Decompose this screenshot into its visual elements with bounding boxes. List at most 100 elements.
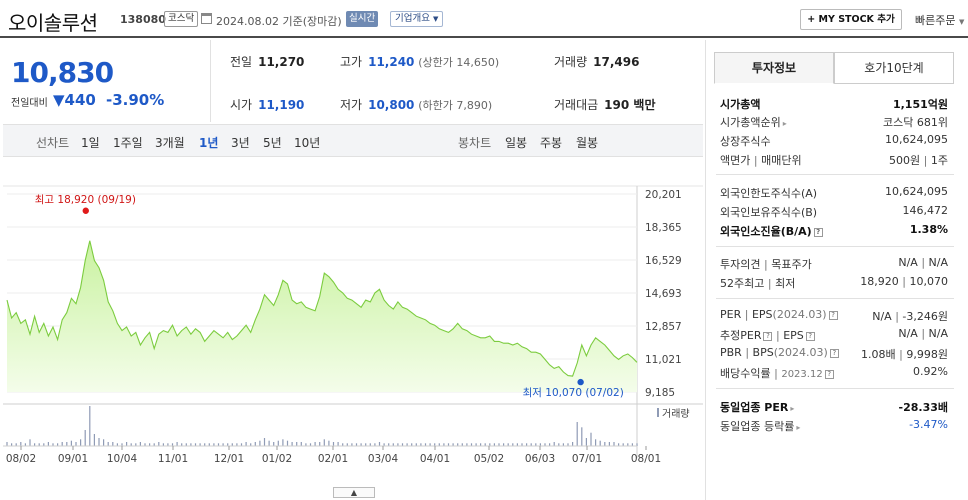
row-shares: 상장주식수 10,624,095: [720, 133, 948, 148]
period-10y[interactable]: 10년: [294, 136, 321, 150]
help-icon[interactable]: ?: [805, 332, 815, 341]
candle-monthly[interactable]: 월봉: [576, 136, 599, 150]
volume-bar: [590, 432, 592, 446]
y-tick-label: 18,365: [645, 222, 682, 234]
volume-bar: [558, 443, 560, 446]
volume-bar: [240, 443, 243, 446]
volume-bar: [493, 443, 495, 446]
volume-bar: [185, 443, 187, 446]
period-1y[interactable]: 1년: [199, 136, 219, 150]
volume-bar: [613, 442, 615, 446]
chevron-down-icon: ▼: [433, 15, 439, 23]
y-tick-label: 16,529: [645, 255, 682, 267]
volume-bar: [516, 443, 518, 446]
volume-bar: [263, 438, 266, 446]
volume-bar: [434, 443, 436, 446]
chevron-up-icon: ▲: [350, 488, 358, 497]
row-foreign-hold: 외국인보유주식수(B) 146,472: [720, 204, 948, 219]
candle-weekly[interactable]: 주봉: [540, 136, 563, 150]
line-chart-label: 선차트: [36, 136, 70, 150]
volume-bar: [167, 443, 169, 446]
quote-date: 2024.08.02 기준(장마감): [216, 15, 342, 28]
volume-bar: [567, 443, 569, 446]
volume-bar: [631, 443, 633, 446]
volume-bar: [43, 443, 45, 446]
period-3m[interactable]: 3개월: [155, 136, 185, 150]
row-market-cap-rank: 시가총액순위 ▸ 코스닥 681위: [720, 116, 948, 129]
calendar-icon: [201, 13, 212, 24]
volume-bar: [176, 442, 178, 446]
divider: [716, 388, 954, 389]
volume-bar: [273, 442, 275, 446]
volume-bar: [595, 439, 597, 446]
help-icon[interactable]: ?: [829, 349, 839, 358]
volume-bar: [314, 442, 316, 446]
volume-bar: [608, 442, 610, 446]
stat-prev-close: 전일 11,270: [230, 55, 305, 69]
help-icon[interactable]: ?: [813, 228, 823, 237]
x-tick-label: 09/01: [58, 453, 88, 465]
stock-header: 오이솔루션 138080 코스닥 2024.08.02 기준(장마감) 실시간 …: [0, 0, 968, 38]
volume-bar: [369, 443, 371, 446]
volume-bar: [360, 443, 362, 446]
help-icon[interactable]: ?: [828, 311, 838, 320]
volume-bar: [429, 443, 431, 446]
period-5y[interactable]: 5년: [263, 136, 282, 150]
volume-bar: [149, 443, 151, 446]
x-tick-label: 02/01: [318, 453, 348, 465]
low-annotation: 최저 10,070 (07/02): [523, 387, 624, 399]
volume-bar: [604, 442, 606, 446]
volume-bar: [52, 443, 54, 446]
volume-bar: [576, 422, 578, 446]
price-line: [6, 240, 638, 377]
volume-bar: [378, 442, 381, 446]
volume-bar: [503, 443, 505, 446]
volume-bar: [80, 439, 82, 446]
period-1d[interactable]: 1일: [81, 136, 100, 150]
y-tick-label: 12,857: [645, 321, 682, 333]
period-3y[interactable]: 3년: [231, 136, 250, 150]
x-tick-label: 10/04: [107, 453, 138, 465]
stock-name: 오이솔루션: [8, 11, 98, 35]
tab-investment-info[interactable]: 투자정보: [714, 52, 834, 84]
volume-bar: [126, 442, 128, 446]
volume-bar: [153, 443, 155, 446]
volume-bar: [406, 443, 408, 446]
candle-daily[interactable]: 일봉: [505, 136, 528, 150]
realtime-button[interactable]: 실시간: [346, 11, 379, 27]
volume-bar: [93, 434, 95, 446]
volume-bar: [116, 443, 118, 446]
price-chart[interactable]: 20,201 18,365 16,529 14,693 12,857 11,021 9,18…: [3, 158, 703, 498]
volume-bar: [355, 443, 358, 446]
price-change: ▼440: [53, 91, 96, 109]
volume-bar: [351, 443, 353, 446]
company-info-dropdown[interactable]: 기업개요 ▼: [390, 11, 444, 27]
row-par-value: 액면가 | 매매단위 500원 | 1주: [720, 154, 948, 167]
chart-collapse-button[interactable]: ▲: [333, 487, 375, 498]
quick-order-link[interactable]: 빠른주문 ▼: [915, 14, 965, 27]
volume-bar: [66, 442, 68, 446]
volume-bar: [282, 439, 284, 446]
row-foreign-limit: 외국인한도주식수(A) 10,624,095: [720, 185, 948, 200]
add-my-stock-button[interactable]: + MY STOCK 추가: [800, 9, 902, 30]
help-icon[interactable]: ?: [763, 332, 773, 341]
volume-bar: [309, 443, 312, 446]
period-1w[interactable]: 1주일: [113, 136, 143, 150]
volume-bar: [319, 442, 321, 446]
volume-bar: [461, 443, 463, 446]
high-marker: [82, 207, 89, 214]
help-icon[interactable]: ?: [824, 370, 834, 379]
price-chart-svg: 20,201 18,365 16,529 14,693 12,857 11,021 9,18…: [3, 185, 703, 465]
volume-bar: [84, 430, 86, 446]
tab-orderbook[interactable]: 호가10단계: [834, 52, 954, 84]
volume-bar: [470, 443, 473, 446]
volume-bar: [144, 443, 146, 446]
volume-bar: [171, 443, 174, 446]
row-sector-per: 동일업종 PER ▸ -28.33배: [720, 401, 948, 414]
volume-bar: [397, 443, 399, 446]
volume-bar: [277, 440, 279, 446]
price-stats: 전일 11,270 고가 11,240 (상한가 14,650) 거래량 17,496…: [212, 40, 702, 122]
divider: [716, 174, 954, 175]
low-marker: [577, 378, 584, 386]
y-tick-label: 20,201: [645, 189, 682, 201]
